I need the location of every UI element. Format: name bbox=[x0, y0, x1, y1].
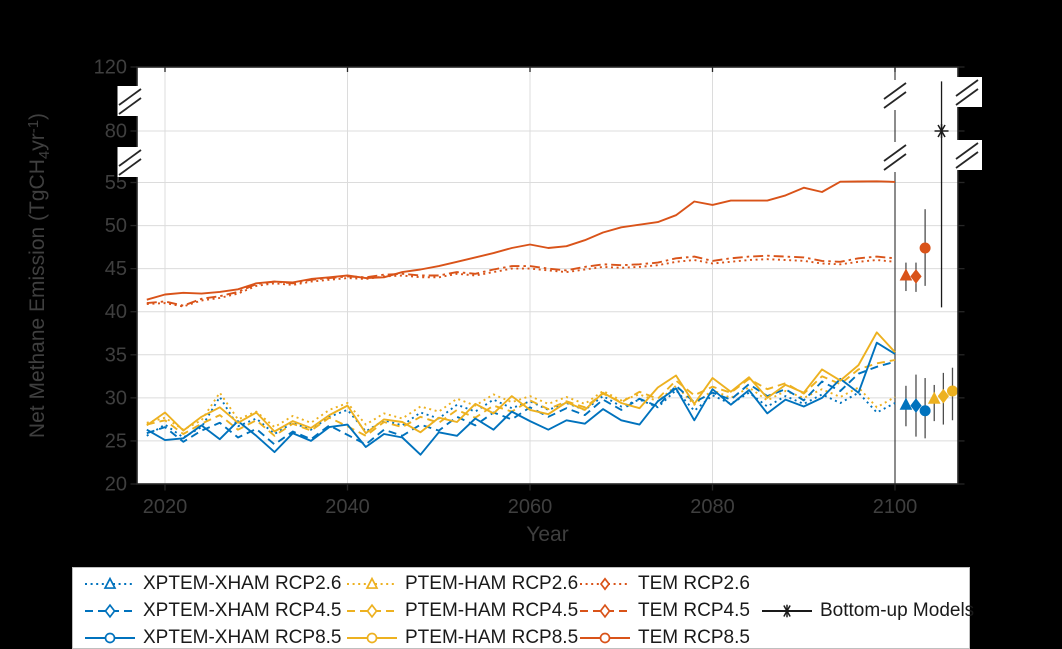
error-bar-tem-rcp2-6-end-of-century bbox=[899, 262, 913, 292]
legend-marker-diamond bbox=[366, 603, 378, 619]
legend-label: TEM RCP4.5 bbox=[638, 600, 750, 621]
legend-marker-circle bbox=[104, 632, 116, 644]
y-tick-label: 45 bbox=[105, 258, 127, 280]
axis-break-mark bbox=[117, 86, 143, 116]
error-bar-bottom-up-models bbox=[934, 81, 949, 308]
x-tick-label: 2100 bbox=[873, 496, 918, 518]
legend-sample-solid-circle bbox=[85, 632, 135, 644]
y-tick-label: 30 bbox=[105, 387, 127, 409]
axis-break-mark bbox=[117, 147, 143, 177]
legend-item-xptem-xham-rcp2-6: XPTEM-XHAM RCP2.6 bbox=[84, 574, 341, 594]
legend: XPTEM-XHAM RCP2.6 XPTEM-XHAM RCP4.5 XPTEM-… bbox=[72, 567, 974, 649]
series-ptem-ham-rcp4-5 bbox=[146, 359, 896, 437]
error-bar-xptem-xham-rcp8-5-end-of-century bbox=[919, 378, 931, 439]
legend-label: TEM RCP8.5 bbox=[638, 627, 750, 648]
legend-marker-triangle bbox=[365, 576, 379, 589]
error-marker-diamond bbox=[910, 269, 922, 284]
axis-break-mark bbox=[952, 140, 982, 170]
error-marker-triangle bbox=[899, 397, 913, 410]
error-marker-diamond bbox=[937, 388, 949, 404]
error-bar-ptem-ham-rcp2-6-end-of-century bbox=[927, 384, 941, 422]
y-tick-label: 20 bbox=[105, 474, 127, 496]
y-tick-label: 120 bbox=[94, 57, 127, 79]
error-bar-tem-rcp4-5-end-of-century bbox=[910, 262, 922, 292]
legend-item-ptem-ham-rcp4-5: PTEM-HAM RCP4.5 bbox=[346, 601, 578, 621]
x-tick-label: 2080 bbox=[690, 496, 735, 518]
error-bar-tem-rcp8-5-end-of-century bbox=[919, 209, 931, 286]
y-tick-label: 50 bbox=[105, 215, 127, 237]
series-xptem-xham-rcp8-5 bbox=[146, 341, 896, 456]
error-marker-diamond bbox=[910, 398, 922, 413]
y-tick-label: 25 bbox=[105, 430, 127, 452]
series-ptem-ham-rcp2-6 bbox=[146, 384, 896, 431]
legend-item-xptem-xham-rcp4-5: XPTEM-XHAM RCP4.5 bbox=[84, 601, 341, 621]
legend-label: Bottom-up Models bbox=[820, 600, 975, 621]
legend-sample-dotted-triangle bbox=[347, 576, 397, 589]
legend-sample-dashed-diamond bbox=[85, 603, 135, 619]
axis-break-mark bbox=[883, 142, 907, 172]
emissions-chart: 20 25 30 35 40 45 50 55 80 120 2020 2040 2060 2080 210… bbox=[25, 57, 982, 546]
legend-item-xptem-xham-rcp8-5: XPTEM-XHAM RCP8.5 bbox=[84, 628, 341, 648]
legend-sample-solid-circle bbox=[347, 632, 397, 644]
error-marker-circle bbox=[919, 405, 931, 417]
error-bar-xptem-xham-rcp2-6-end-of-century bbox=[899, 385, 913, 427]
y-tick-label: 80 bbox=[105, 121, 127, 143]
series-ptem-ham-rcp8-5 bbox=[146, 331, 896, 435]
error-marker-triangle bbox=[927, 391, 941, 404]
legend-marker-asterisk bbox=[780, 604, 794, 618]
legend-marker-diamond bbox=[599, 603, 611, 619]
error-marker-asterisk bbox=[934, 124, 949, 138]
legend-label: XPTEM-XHAM RCP4.5 bbox=[143, 600, 342, 621]
legend-marker-triangle bbox=[103, 576, 117, 589]
series-xptem-xham-rcp2-6 bbox=[146, 389, 896, 439]
error-marker-triangle bbox=[899, 268, 913, 281]
legend-sample-dashed-diamond bbox=[580, 603, 630, 619]
legend-item-tem-rcp2-6: TEM RCP2.6 bbox=[579, 574, 750, 594]
legend-item-tem-rcp4-5: TEM RCP4.5 bbox=[579, 601, 750, 621]
legend-label: TEM RCP2.6 bbox=[638, 573, 750, 594]
error-bar-ptem-ham-rcp4-5-end-of-century bbox=[937, 372, 949, 425]
legend-marker-circle bbox=[366, 632, 378, 644]
legend-sample-dotted-diamond-small bbox=[580, 577, 630, 591]
axes-box bbox=[136, 66, 959, 485]
legend-marker-circle bbox=[599, 632, 611, 644]
x-tick-label: 2060 bbox=[508, 496, 553, 518]
y-tick-label: 35 bbox=[105, 344, 127, 366]
legend-label: XPTEM-XHAM RCP8.5 bbox=[143, 627, 342, 648]
legend-label: PTEM-HAM RCP2.6 bbox=[405, 573, 579, 594]
error-bar-xptem-xham-rcp4-5-end-of-century bbox=[910, 374, 922, 437]
y-tick-label: 55 bbox=[105, 172, 127, 194]
axis-break-mark bbox=[883, 80, 907, 110]
plot-area bbox=[137, 67, 958, 484]
legend-marker-diamond bbox=[104, 603, 116, 619]
legend-label: PTEM-HAM RCP8.5 bbox=[405, 627, 579, 648]
legend-label: XPTEM-XHAM RCP2.6 bbox=[143, 573, 342, 594]
legend-sample-dotted-triangle bbox=[85, 576, 135, 589]
x-axis-label: Year bbox=[526, 523, 568, 546]
y-tick-label: 40 bbox=[105, 301, 127, 323]
legend-sample-solid-circle bbox=[580, 632, 630, 644]
legend-item-ptem-ham-rcp2-6: PTEM-HAM RCP2.6 bbox=[346, 574, 578, 594]
error-marker-circle bbox=[919, 242, 931, 254]
x-tick-label: 2020 bbox=[143, 496, 188, 518]
legend-item-ptem-ham-rcp8-5: PTEM-HAM RCP8.5 bbox=[346, 628, 578, 648]
legend-sample-dashed-diamond bbox=[347, 603, 397, 619]
y-axis-label: Net Methane Emission (TgCH4yr-1) bbox=[25, 113, 53, 438]
axis-break-mark bbox=[952, 77, 982, 107]
error-marker-circle bbox=[946, 385, 958, 397]
legend-item-tem-rcp8-5: TEM RCP8.5 bbox=[579, 628, 750, 648]
legend-label: PTEM-HAM RCP4.5 bbox=[405, 600, 579, 621]
legend-item-bottom-up-models: Bottom-up Models bbox=[761, 601, 974, 621]
legend-marker-diamond-small bbox=[599, 577, 611, 591]
series-tem-rcp8-5 bbox=[146, 180, 896, 301]
legend-sample-solid-asterisk bbox=[762, 604, 812, 618]
x-tick-label: 2040 bbox=[325, 496, 370, 518]
